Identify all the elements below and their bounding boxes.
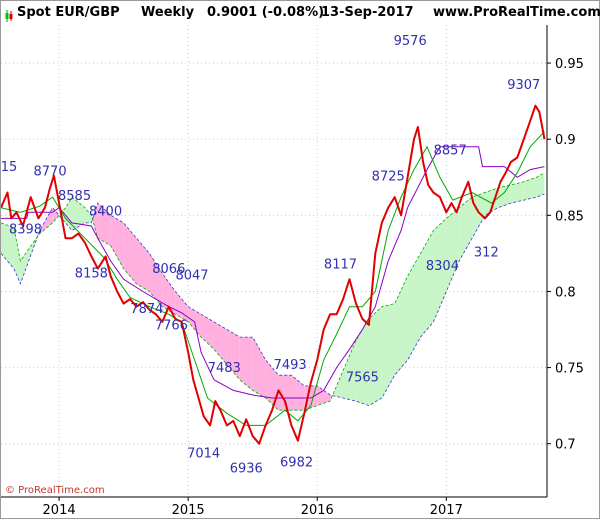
cloud-segment xyxy=(201,314,214,350)
price-label: 8770 xyxy=(34,165,67,180)
cloud-segment xyxy=(84,207,92,223)
ichimoku-cloud xyxy=(1,172,545,411)
cloud-segment xyxy=(407,253,421,360)
cloud-segment xyxy=(39,207,53,234)
cloud-segment xyxy=(252,337,266,399)
y-tick-label: 0.8 xyxy=(555,285,576,300)
price-label: 8117 xyxy=(324,258,357,273)
cloud-segment xyxy=(420,230,434,338)
price-label: 7493 xyxy=(274,358,307,373)
y-tick-label: 0.9 xyxy=(555,133,576,148)
x-tick-label: 2014 xyxy=(43,503,76,518)
price-label: 8585 xyxy=(58,189,91,204)
price-label: 9576 xyxy=(394,34,427,49)
cloud-segment xyxy=(368,306,382,406)
cloud-segment xyxy=(239,337,253,391)
candlestick-icon xyxy=(5,7,13,22)
cloud-segment xyxy=(136,238,150,292)
site-url: www.ProRealTime.com xyxy=(433,5,600,20)
last-quote: 0.9001 (-0.08%) xyxy=(207,5,325,20)
price-label: 7565 xyxy=(346,370,379,385)
cloud-segment xyxy=(97,203,111,246)
cloud-segment xyxy=(226,329,240,380)
price-label: 815 xyxy=(1,160,17,175)
chart-header: Spot EUR/GBP Weekly 0.9001 (-0.08%) 13-S… xyxy=(1,1,600,25)
watermark: © ProRealTime.com xyxy=(5,485,105,496)
price-label: 7874 xyxy=(130,302,163,317)
cloud-segment xyxy=(291,375,305,411)
senkou-span-b-line xyxy=(1,193,545,407)
price-label: 312 xyxy=(474,245,499,260)
cloud-segment xyxy=(355,318,369,406)
price-line xyxy=(1,104,546,445)
price-label: 6982 xyxy=(280,456,313,471)
cloud-segment xyxy=(317,385,331,406)
cloud-segment xyxy=(149,253,163,307)
price-label: 7766 xyxy=(155,319,188,334)
y-tick-label: 0.85 xyxy=(555,209,584,224)
cloud-segment xyxy=(123,222,137,284)
price-label: 8047 xyxy=(175,268,208,283)
cloud-segment xyxy=(472,192,486,239)
grid xyxy=(1,25,547,497)
x-tick-label: 2016 xyxy=(301,503,334,518)
cloud-segment xyxy=(92,203,98,239)
y-tick-label: 0.95 xyxy=(555,57,584,72)
cloud-segment xyxy=(110,215,124,269)
cloud-segment xyxy=(497,184,511,208)
price-label: 6936 xyxy=(230,462,263,477)
price-label: 8857 xyxy=(434,143,467,158)
cloud-segment xyxy=(433,218,447,322)
cloud-segment xyxy=(1,222,14,269)
x-tick-label: 2017 xyxy=(430,503,463,518)
cloud-segment xyxy=(485,187,498,216)
cloud-segment xyxy=(459,197,473,261)
x-tick-label: 2015 xyxy=(172,503,205,518)
cloud-segment xyxy=(332,370,344,399)
cloud-segment xyxy=(510,181,524,204)
instrument-name: Spot EUR/GBP xyxy=(17,5,120,20)
cloud-segment xyxy=(381,303,395,399)
cloud-segment xyxy=(13,227,21,284)
kijun-sen-line xyxy=(1,146,545,399)
cloud-segment xyxy=(343,340,356,402)
price-label: 8400 xyxy=(89,204,122,219)
cloud-segment xyxy=(536,172,545,198)
quote-date: 13-Sep-2017 xyxy=(321,5,414,20)
cloud-segment xyxy=(446,207,460,292)
cloud-segment xyxy=(394,276,408,376)
axes: 0.7 0.75 0.8 0.85 0.9 0.95 2014 2015 2016 2017 xyxy=(1,25,584,518)
cloud-segment xyxy=(71,197,85,231)
price-label: 8304 xyxy=(426,259,459,274)
price-label: 8158 xyxy=(75,267,108,282)
cloud-segment xyxy=(213,321,227,365)
price-label: 7014 xyxy=(187,446,220,461)
price-series xyxy=(1,104,546,445)
timeframe: Weekly xyxy=(141,5,195,20)
price-label: 7483 xyxy=(208,361,241,376)
cloud-segment xyxy=(523,177,537,201)
price-label: 8725 xyxy=(372,169,405,184)
cloud-segment xyxy=(162,273,176,315)
y-tick-label: 0.7 xyxy=(555,438,576,453)
cloud-segment xyxy=(278,375,292,411)
price-label: 9307 xyxy=(507,78,540,93)
price-label: 8398 xyxy=(9,223,42,238)
y-tick-label: 0.75 xyxy=(555,362,584,377)
cloud-segment xyxy=(175,291,189,322)
price-label: 8066 xyxy=(152,262,185,277)
